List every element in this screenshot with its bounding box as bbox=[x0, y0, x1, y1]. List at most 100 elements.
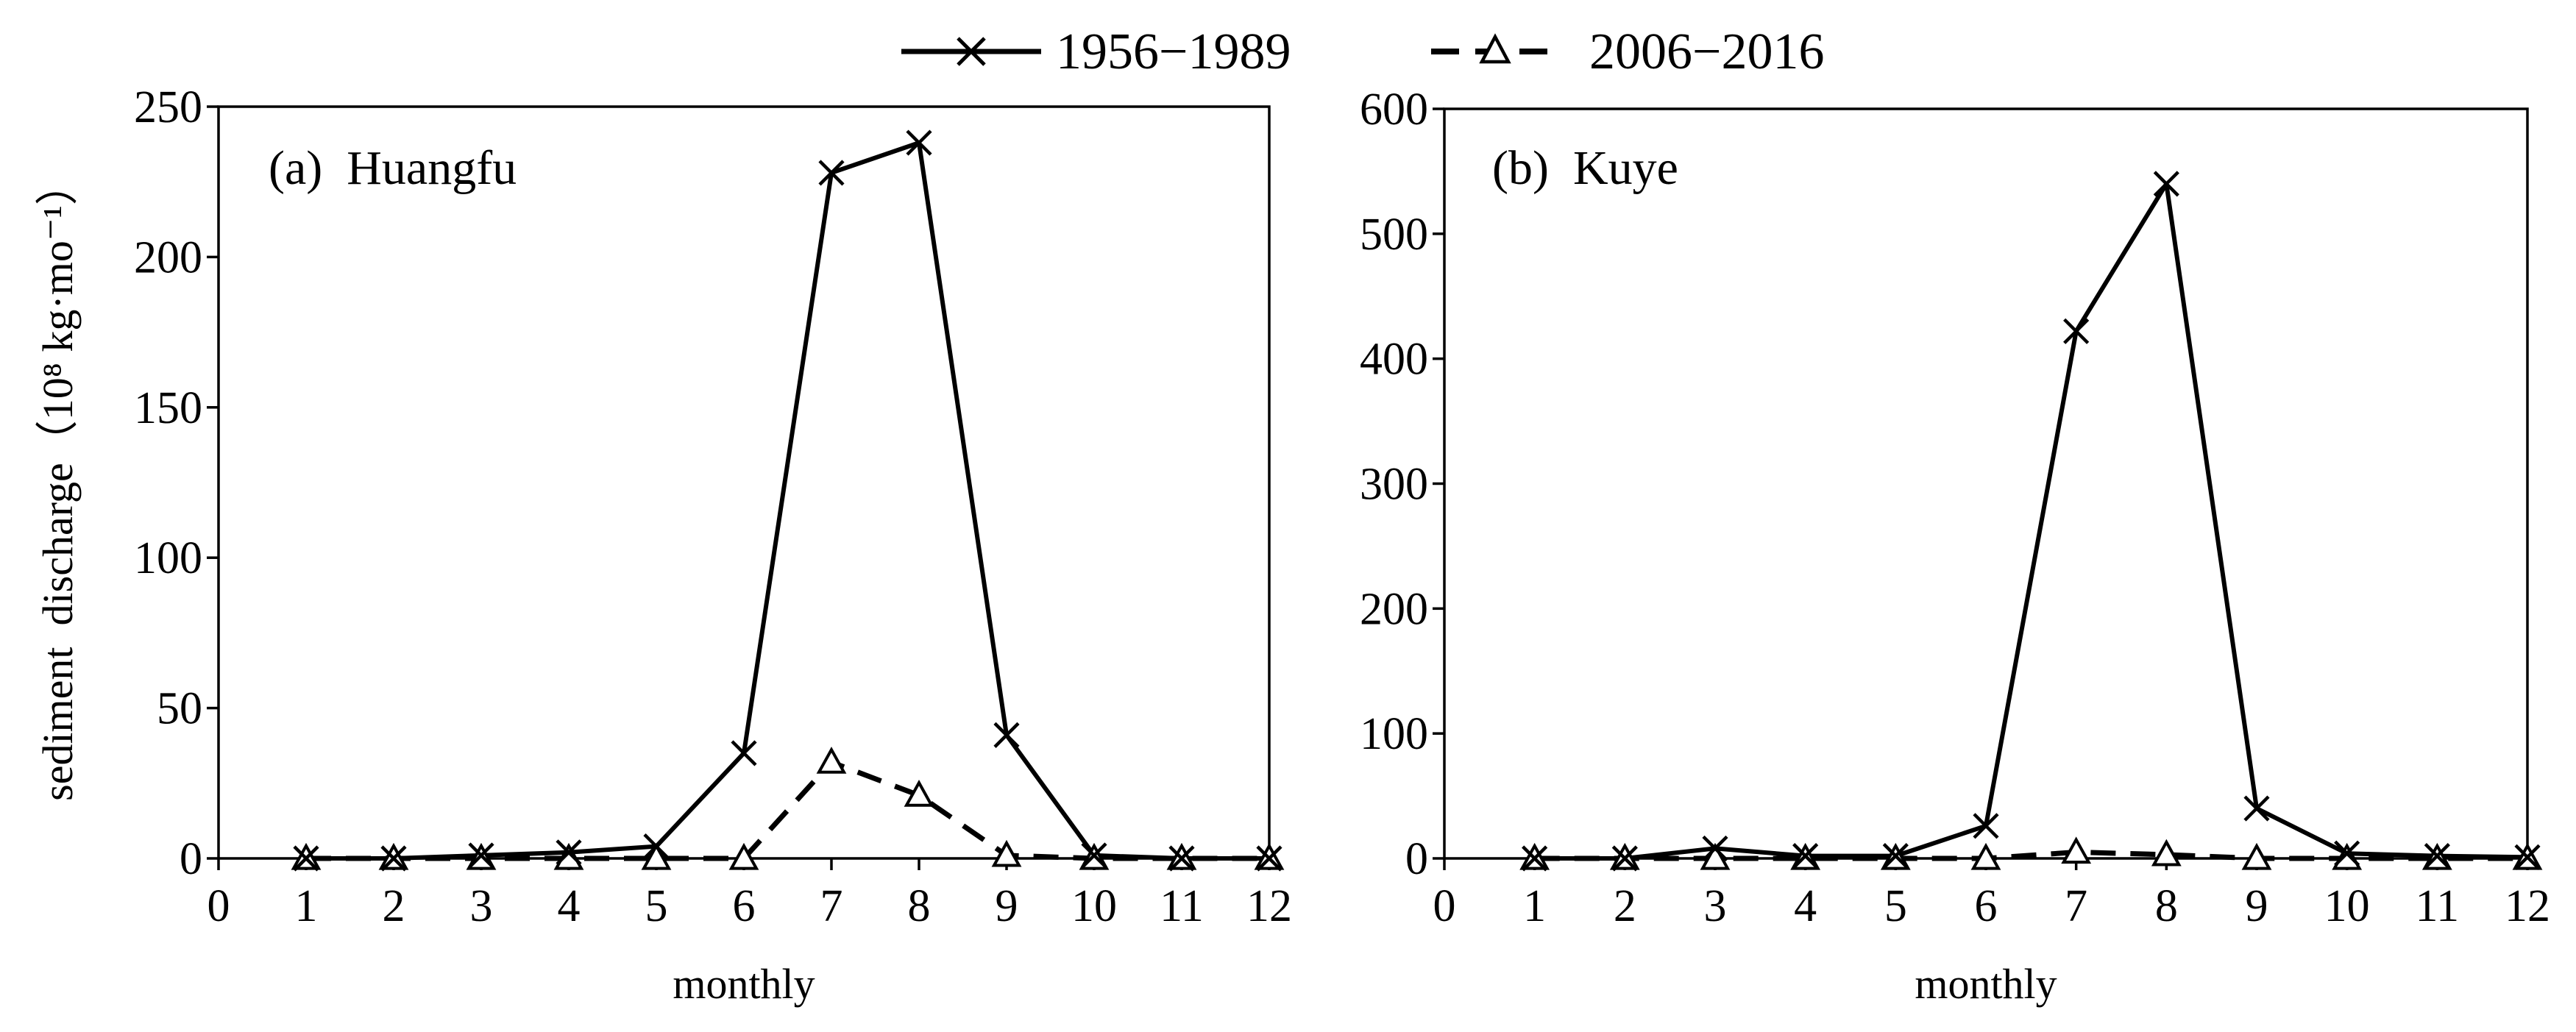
data-point-x-marker bbox=[2334, 840, 2360, 866]
data-point-x-marker bbox=[2424, 843, 2450, 869]
x-tick-label: 4 bbox=[1794, 881, 1817, 931]
x-tick-label: 10 bbox=[1071, 881, 1117, 931]
series-markers bbox=[291, 129, 1285, 872]
x-tick-label: 6 bbox=[1975, 881, 1998, 931]
x-tick-label: 6 bbox=[733, 881, 756, 931]
y-tick-label: 50 bbox=[157, 684, 202, 734]
x-tick-label: 7 bbox=[2065, 881, 2087, 931]
x-tick-label: 5 bbox=[1884, 881, 1907, 931]
data-point-triangle-marker bbox=[641, 842, 672, 870]
legend-label-1956-1989: 1956−1989 bbox=[1056, 24, 1291, 80]
data-point-x-marker bbox=[380, 845, 407, 872]
plot-area-frame bbox=[1443, 107, 2529, 860]
series-line-1956-1989 bbox=[306, 140, 1269, 861]
y-tick-label: 200 bbox=[1360, 584, 1428, 634]
data-point-x-marker bbox=[906, 129, 932, 156]
x-tick-label: 12 bbox=[1246, 881, 1292, 931]
y-axis-tick-labels: 0 100 200 300 400 500 600 bbox=[1360, 85, 1428, 884]
data-point-x-marker bbox=[2063, 318, 2090, 344]
legend-triangle-marker-icon bbox=[1479, 33, 1511, 64]
data-point-x-marker bbox=[818, 160, 845, 186]
data-point-x-marker bbox=[643, 833, 670, 860]
data-point-triangle-marker bbox=[1970, 842, 2001, 870]
data-point-triangle-marker bbox=[2332, 842, 2363, 870]
data-point-x-marker bbox=[468, 842, 494, 869]
data-point-x-marker bbox=[1611, 845, 1638, 872]
x-tick-label: 11 bbox=[1160, 881, 1204, 931]
x-tick-label: 8 bbox=[908, 881, 931, 931]
x-tick-label: 8 bbox=[2155, 881, 2178, 931]
x-axis-title: monthly bbox=[673, 960, 815, 1008]
y-tick-label: 500 bbox=[1360, 210, 1428, 260]
data-point-x-marker bbox=[1256, 845, 1282, 872]
series-lines bbox=[306, 140, 1269, 861]
data-point-x-marker bbox=[1882, 843, 1909, 869]
legend: 1956−1989 2006−2016 bbox=[901, 24, 1824, 80]
data-point-x-marker bbox=[1973, 813, 1999, 839]
y-axis-title: sediment discharge（10⁸ kg·mo⁻¹） bbox=[34, 163, 82, 801]
series-markers bbox=[1519, 171, 2543, 872]
x-tick-label: 3 bbox=[470, 881, 493, 931]
data-point-x-marker bbox=[1522, 845, 1548, 872]
y-tick-label: 250 bbox=[134, 82, 202, 132]
data-point-x-marker bbox=[2514, 844, 2541, 870]
data-point-x-marker bbox=[731, 740, 757, 766]
data-point-triangle-marker bbox=[2151, 839, 2182, 866]
data-point-x-marker bbox=[1081, 842, 1107, 869]
x-tick-label: 2 bbox=[383, 881, 405, 931]
data-point-x-marker bbox=[993, 722, 1020, 748]
x-tick-label: 5 bbox=[645, 881, 668, 931]
x-tick-label: 12 bbox=[2505, 881, 2550, 931]
data-point-triangle-marker bbox=[991, 839, 1022, 867]
x-tick-label: 0 bbox=[207, 881, 230, 931]
y-axis-ticks bbox=[207, 105, 219, 860]
x-tick-label: 4 bbox=[558, 881, 581, 931]
series-line-1956-1989 bbox=[1534, 181, 2528, 861]
y-tick-label: 300 bbox=[1360, 460, 1428, 510]
x-tick-label: 9 bbox=[996, 881, 1018, 931]
y-tick-label: 600 bbox=[1360, 85, 1428, 135]
data-point-triangle-marker bbox=[816, 747, 847, 774]
panel-title-kuye: (b) Kuye bbox=[1492, 141, 1678, 195]
data-point-x-marker bbox=[2153, 171, 2179, 197]
y-tick-label: 100 bbox=[134, 533, 202, 583]
legend-label-2006-2016: 2006−2016 bbox=[1589, 24, 1824, 80]
x-tick-label: 10 bbox=[2324, 881, 2370, 931]
series-line-2006-2016 bbox=[1534, 850, 2527, 861]
series-line-2006-2016 bbox=[306, 759, 1269, 861]
data-point-triangle-marker bbox=[2241, 842, 2272, 870]
x-tick-label: 9 bbox=[2246, 881, 2268, 931]
y-axis-tick-labels: 0 50 100 150 200 250 bbox=[134, 82, 202, 884]
x-tick-label: 1 bbox=[1523, 881, 1546, 931]
y-tick-label: 400 bbox=[1360, 335, 1428, 385]
x-tick-label: 3 bbox=[1704, 881, 1727, 931]
y-tick-label: 0 bbox=[1405, 834, 1428, 884]
y-tick-label: 100 bbox=[1360, 709, 1428, 759]
legend-item-2006-2016: 2006−2016 bbox=[1431, 24, 1824, 80]
data-point-x-marker bbox=[1168, 845, 1195, 872]
y-tick-label: 150 bbox=[134, 383, 202, 433]
y-axis-ticks bbox=[1433, 107, 1444, 860]
x-axis-tick-labels: 0 1 2 3 4 5 6 7 8 9 10 11 12 bbox=[207, 881, 1293, 931]
x-tick-label: 1 bbox=[295, 881, 318, 931]
panel-title-huangfu: (a) Huangfu bbox=[269, 141, 517, 195]
legend-item-1956-1989: 1956−1989 bbox=[901, 24, 1291, 80]
x-tick-label: 11 bbox=[2415, 881, 2459, 931]
data-point-x-marker bbox=[2243, 795, 2270, 822]
y-tick-label: 200 bbox=[134, 232, 202, 282]
data-point-triangle-marker bbox=[728, 842, 759, 870]
legend-x-marker-icon bbox=[957, 37, 986, 66]
data-point-x-marker bbox=[293, 845, 319, 872]
data-point-triangle-marker bbox=[1700, 842, 1731, 870]
y-tick-label: 0 bbox=[180, 834, 202, 884]
data-point-x-marker bbox=[556, 839, 582, 866]
x-axis-title: monthly bbox=[1915, 960, 2057, 1008]
x-tick-label: 7 bbox=[820, 881, 843, 931]
x-tick-label: 2 bbox=[1614, 881, 1636, 931]
data-point-triangle-marker bbox=[904, 780, 934, 807]
data-point-x-marker bbox=[1702, 835, 1728, 862]
data-point-x-marker bbox=[1792, 843, 1819, 869]
